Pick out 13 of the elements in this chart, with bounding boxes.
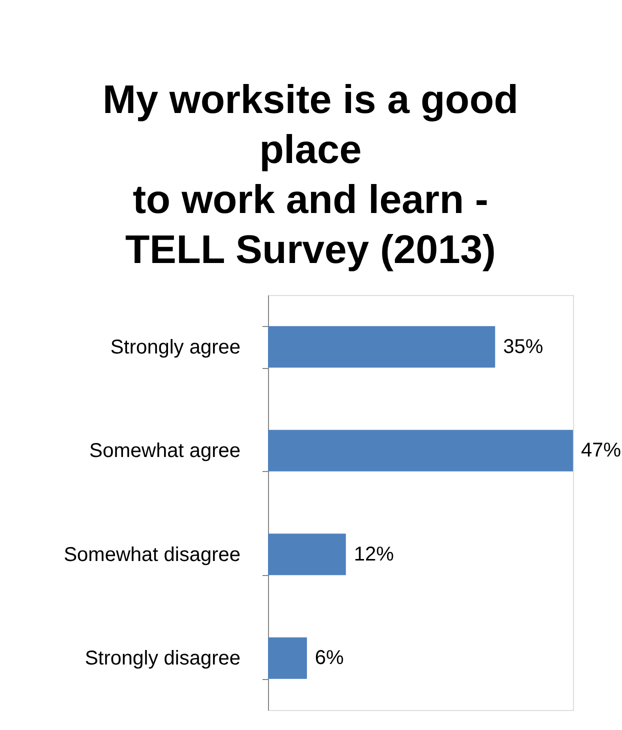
y-tick-label: Strongly disagree: [84, 648, 240, 670]
bar: [268, 534, 346, 576]
data-label: 35%: [503, 336, 544, 358]
data-label: 12%: [354, 543, 394, 566]
y-tick-label: Strongly agree: [110, 336, 240, 358]
y-tick-label: Somewhat disagree: [64, 544, 240, 566]
bar: [268, 430, 573, 472]
data-label: 6%: [314, 647, 344, 670]
bar: [268, 326, 496, 368]
bar: [268, 637, 307, 679]
chart-title: My worksite is a good place to work and learn - TELL Survey (2013): [102, 78, 518, 272]
y-tick-label: Somewhat agree: [89, 440, 240, 462]
data-label: 47%: [581, 440, 622, 462]
